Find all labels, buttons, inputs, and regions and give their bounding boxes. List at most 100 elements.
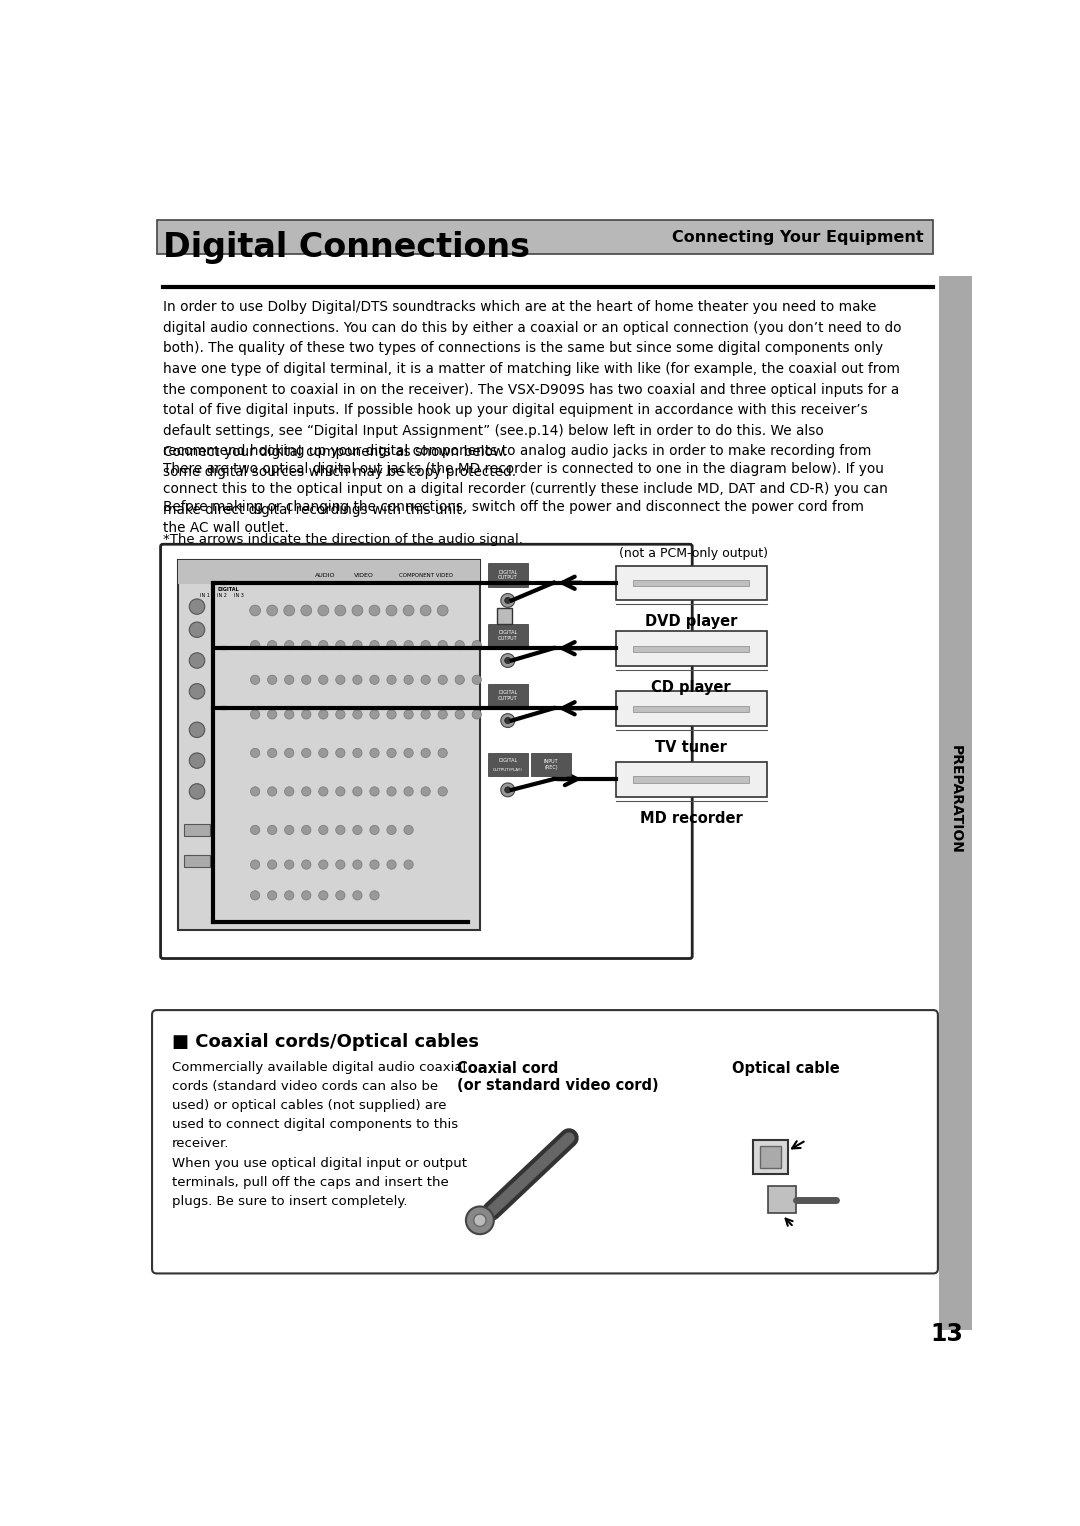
Text: INPUT
(REC): INPUT (REC) [544, 758, 558, 771]
Bar [157, 220, 933, 253]
Bar [177, 560, 480, 583]
Bar [759, 1146, 781, 1167]
Text: There are two optical digital out jacks (the MD recorder is connected to one in : There are two optical digital out jacks … [163, 462, 888, 517]
Circle shape [336, 641, 345, 650]
Circle shape [455, 674, 464, 684]
Circle shape [369, 891, 379, 900]
Circle shape [319, 891, 328, 900]
Circle shape [268, 641, 276, 650]
Bar [488, 752, 528, 777]
Circle shape [319, 826, 328, 835]
Circle shape [404, 641, 414, 650]
FancyBboxPatch shape [616, 566, 767, 600]
Circle shape [319, 674, 328, 684]
Bar [184, 855, 211, 867]
Circle shape [336, 891, 345, 900]
FancyBboxPatch shape [616, 691, 767, 726]
Circle shape [335, 606, 346, 617]
Circle shape [369, 606, 380, 617]
Bar [184, 824, 211, 836]
Circle shape [301, 891, 311, 900]
Circle shape [268, 891, 276, 900]
Circle shape [353, 891, 362, 900]
Circle shape [353, 861, 362, 870]
Text: VIDEO: VIDEO [353, 574, 374, 578]
Circle shape [189, 752, 205, 768]
Bar [531, 752, 571, 777]
Circle shape [353, 710, 362, 719]
Bar [177, 560, 480, 929]
Circle shape [284, 641, 294, 650]
Circle shape [387, 861, 396, 870]
Text: DIGITAL
OUTPUT: DIGITAL OUTPUT [498, 690, 517, 700]
Circle shape [189, 784, 205, 800]
Circle shape [472, 674, 482, 684]
Bar [754, 1140, 787, 1173]
Text: 13: 13 [931, 1322, 963, 1346]
Text: In order to use Dolby Digital/DTS soundtracks which are at the heart of home the: In order to use Dolby Digital/DTS soundt… [163, 301, 902, 479]
Text: IN 3: IN 3 [234, 592, 244, 598]
Circle shape [501, 783, 515, 797]
Circle shape [404, 748, 414, 757]
Circle shape [403, 606, 414, 617]
Circle shape [251, 674, 260, 684]
Circle shape [387, 748, 396, 757]
Circle shape [336, 674, 345, 684]
Circle shape [353, 787, 362, 797]
Bar [488, 563, 528, 586]
Circle shape [353, 641, 362, 650]
Circle shape [251, 641, 260, 650]
Circle shape [438, 787, 447, 797]
Text: IN 1: IN 1 [200, 592, 210, 598]
Circle shape [251, 748, 260, 757]
Circle shape [268, 674, 276, 684]
Circle shape [352, 606, 363, 617]
Text: Optical cable: Optical cable [732, 1061, 839, 1076]
Text: IN 2: IN 2 [217, 592, 227, 598]
Text: (or standard video cord): (or standard video cord) [457, 1077, 658, 1093]
Circle shape [421, 748, 430, 757]
Text: Connecting Your Equipment: Connecting Your Equipment [673, 229, 924, 244]
Circle shape [318, 606, 328, 617]
Circle shape [284, 826, 294, 835]
Circle shape [404, 787, 414, 797]
Bar [497, 609, 512, 624]
Text: Connect your digital components as shown below.: Connect your digital components as shown… [163, 446, 507, 459]
Circle shape [369, 826, 379, 835]
Circle shape [189, 623, 205, 638]
FancyBboxPatch shape [161, 545, 692, 958]
Bar [633, 580, 748, 586]
Circle shape [404, 674, 414, 684]
Circle shape [369, 710, 379, 719]
Circle shape [421, 641, 430, 650]
Circle shape [284, 606, 295, 617]
Circle shape [251, 891, 260, 900]
Bar [633, 645, 748, 652]
Circle shape [438, 674, 447, 684]
Circle shape [251, 826, 260, 835]
Circle shape [319, 710, 328, 719]
Bar [940, 276, 972, 1331]
Text: ■ Coaxial cords/Optical cables: ■ Coaxial cords/Optical cables [172, 1033, 480, 1051]
Circle shape [472, 641, 482, 650]
Circle shape [268, 710, 276, 719]
Circle shape [301, 826, 311, 835]
Circle shape [437, 606, 448, 617]
Text: DIGITAL
OUTPUT: DIGITAL OUTPUT [498, 630, 517, 641]
Text: (not a PCM-only output): (not a PCM-only output) [619, 546, 768, 560]
Text: Coaxial cord: Coaxial cord [457, 1061, 558, 1076]
Circle shape [319, 787, 328, 797]
Circle shape [336, 710, 345, 719]
Text: DIGITAL: DIGITAL [498, 758, 517, 763]
Circle shape [472, 710, 482, 719]
Circle shape [251, 710, 260, 719]
Circle shape [387, 826, 396, 835]
Text: TV tuner: TV tuner [656, 740, 727, 755]
FancyBboxPatch shape [152, 1010, 937, 1273]
FancyBboxPatch shape [616, 632, 767, 665]
Circle shape [268, 787, 276, 797]
Circle shape [189, 722, 205, 737]
Circle shape [353, 674, 362, 684]
Circle shape [301, 641, 311, 650]
Circle shape [438, 748, 447, 757]
